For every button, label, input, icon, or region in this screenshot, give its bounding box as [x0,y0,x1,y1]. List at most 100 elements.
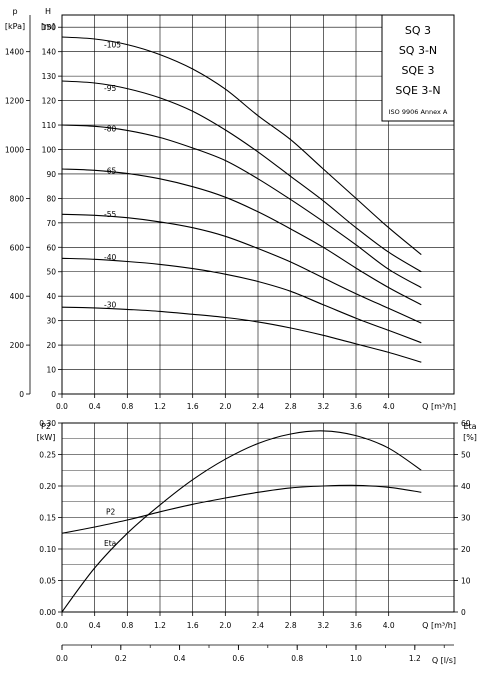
y-tick-label-h: 140 [42,48,57,57]
y-tick-label-left: 0.15 [39,514,56,523]
x-tick-label: 2.0 [219,621,231,630]
x-tick-label: 1.2 [154,621,166,630]
secondary-x-tick-label: 1.0 [350,654,362,663]
y-tick-label-right: 20 [461,545,471,554]
curve-label: -30 [104,301,116,310]
y-tick-label-left: 0.05 [39,577,56,586]
legend-standard: ISO 9906 Annex A [389,108,448,116]
x-tick-label: 0.8 [121,402,133,411]
y-tick-label-right: 40 [461,482,471,491]
y-tick-label-p: 200 [10,341,25,350]
legend-box [381,14,455,122]
x-axis-title: Q [m³/h] [422,621,456,630]
y-tick-label-p: 400 [10,292,25,301]
power-axis-title: P2 [41,422,51,431]
y-tick-label-left: 0.25 [39,451,56,460]
pressure-axis-title: p [12,7,17,16]
y-tick-label-h: 70 [46,219,56,228]
y-tick-label-left: 0.20 [39,482,56,491]
legend-model: SQE 3-N [395,84,440,97]
x-tick-label: 3.6 [350,621,362,630]
y-tick-label-p: 800 [10,194,25,203]
eta-curve [61,430,422,613]
x-tick-label: 2.0 [219,402,231,411]
legend-model: SQ 3-N [399,44,437,57]
y-tick-label-p: 1400 [5,48,24,57]
head-curve-minus65 [61,168,422,306]
y-tick-label-h: 90 [46,170,56,179]
secondary-x-tick-label: 0.6 [232,654,244,663]
secondary-x-tick-label: 0.0 [56,654,68,663]
y-tick-label-h: 30 [46,317,56,326]
plot-frame [61,422,455,613]
y-tick-label-h: 120 [42,97,57,106]
x-tick-label: 1.6 [187,402,199,411]
x-tick-label: 4.0 [383,402,395,411]
secondary-x-tick-label: 1.2 [409,654,421,663]
x-tick-label: 3.2 [317,621,329,630]
y-tick-label-h: 40 [46,292,56,301]
x-tick-label: 2.4 [252,621,264,630]
head-curve-minus40 [61,257,422,344]
x-tick-label: 0.4 [89,621,101,630]
x-tick-label: 1.2 [154,402,166,411]
legend-model: SQ 3 [405,24,431,37]
y-tick-label-right: 0 [461,608,466,617]
legend-model: SQE 3 [401,64,434,77]
y-tick-label-h: 10 [46,366,56,375]
head-curve-minus55 [61,213,422,324]
y-tick-label-h: 50 [46,268,56,277]
y-tick-label-h: 20 [46,341,56,350]
secondary-x-tick-label: 0.8 [291,654,303,663]
y-tick-label-h: 100 [42,145,57,154]
y-tick-label-p: 1000 [5,145,24,154]
curve-label: -65 [104,167,116,176]
curve-label: -80 [104,125,116,134]
y-tick-label-right: 10 [461,577,471,586]
y-tick-label-h: 110 [42,121,57,130]
secondary-x-axis-title: Q [l/s] [432,656,456,665]
y-tick-label-h: 80 [46,194,56,203]
y-tick-label-p: 1200 [5,97,24,106]
curve-label: -55 [104,210,116,219]
y-tick-label-p: 600 [10,243,25,252]
secondary-x-tick-label: 0.2 [115,654,127,663]
y-tick-label-left: 0.00 [39,608,56,617]
y-tick-label-right: 30 [461,514,471,523]
y-tick-label-h: 60 [46,243,56,252]
x-tick-label: 1.6 [187,621,199,630]
power-efficiency-panel: 0.0 0.4 0.8 1.2 1.6 2.0 2.4 2.8 3.2 3.6 4.00.000.0… [37,419,477,665]
x-axis-title: Q [m³/h] [422,402,456,411]
head-axis-unit: [m] [41,22,55,31]
power-axis-unit: [kW] [37,433,56,442]
head-curve-minus105 [61,36,422,256]
x-tick-label: 3.6 [350,402,362,411]
x-tick-label: 4.0 [383,621,395,630]
curve-label: -105 [104,41,121,50]
curve-label: -95 [104,84,116,93]
head-curve-minus80 [61,124,422,289]
head-curves-panel: 0.0 0.4 0.8 1.2 1.6 2.0 2.4 2.8 3.2 3.6 4.0 0 10 20 30… [5,7,456,411]
x-tick-label: 2.8 [285,621,297,630]
y-tick-label-right: 60 [461,419,471,428]
y-tick-label-right: 50 [461,451,471,460]
x-tick-label: 2.8 [285,402,297,411]
x-tick-label: 3.2 [317,402,329,411]
y-tick-label-left: 0.30 [39,419,56,428]
y-tick-label-h: 130 [42,72,57,81]
x-tick-label: 0.0 [56,621,68,630]
head-curve-minus30 [61,306,422,363]
curve-label: -40 [104,253,116,262]
y-tick-label-h: 0 [51,390,56,399]
eta-axis-unit: [%] [463,433,477,442]
x-tick-label: 2.4 [252,402,264,411]
x-tick-label: 0.4 [89,402,101,411]
x-tick-label: 0.8 [121,621,133,630]
x-tick-label: 0.0 [56,402,68,411]
head-curve-minus95 [61,80,422,273]
p2-curve-label: P2 [106,507,116,516]
y-tick-label-p: 0 [19,390,24,399]
secondary-x-tick-label: 0.4 [174,654,186,663]
p2-curve [61,484,422,534]
